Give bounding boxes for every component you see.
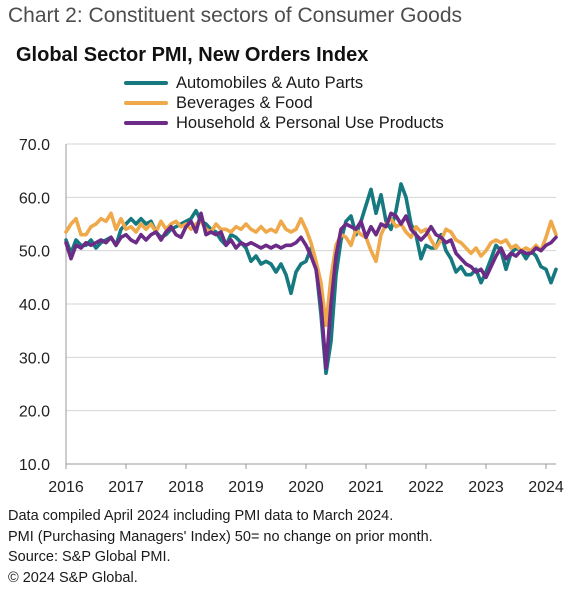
y-tick-label: 50.0 [19, 244, 50, 261]
legend-item-household: Household & Personal Use Products [124, 113, 444, 133]
x-tick-label: 2021 [348, 479, 384, 496]
x-tick-label: 2016 [48, 479, 84, 496]
chart-title: Global Sector PMI, New Orders Index [16, 44, 369, 66]
x-tick-label: 2020 [288, 479, 324, 496]
y-tick-label: 60.0 [19, 190, 50, 207]
legend-swatch-household [124, 121, 168, 125]
x-tick-label: 2024 [528, 479, 564, 496]
series-line-household [64, 211, 558, 370]
legend-swatch-beverages [124, 101, 168, 105]
legend-item-automobiles: Automobiles & Auto Parts [124, 73, 444, 93]
y-tick-label: 20.0 [19, 404, 50, 421]
footnotes: Data compiled April 2024 including PMI d… [8, 506, 433, 588]
legend-label-automobiles: Automobiles & Auto Parts [176, 73, 364, 92]
legend-item-beverages: Beverages & Food [124, 93, 444, 113]
footnote-compiled: Data compiled April 2024 including PMI d… [8, 508, 394, 524]
x-tick-label: 2022 [408, 479, 444, 496]
series-line-beverages [64, 211, 558, 328]
y-tick-label: 40.0 [19, 297, 50, 314]
y-tick-label: 70.0 [19, 137, 50, 154]
footnote-pmi-definition: PMI (Purchasing Managers' Index) 50= no … [8, 528, 433, 545]
legend-swatch-automobiles [124, 81, 168, 85]
x-tick-label: 2018 [168, 479, 204, 496]
chart-heading: Chart 2: Constituent sectors of Consumer… [8, 4, 463, 27]
axes: 10.0 20.0 30.0 40.0 50.0 60.0 70.0 2016 2017 2018… [19, 137, 564, 496]
series-lines [64, 182, 558, 376]
x-tick-label: 2017 [108, 479, 144, 496]
y-tick-label: 10.0 [19, 457, 50, 474]
legend-label-household: Household & Personal Use Products [176, 113, 444, 132]
legend-label-beverages: Beverages & Food [176, 93, 313, 112]
legend: Automobiles & Auto Parts Beverages & Foo… [124, 73, 444, 133]
y-tick-label: 30.0 [19, 350, 50, 367]
x-tick-label: 2023 [468, 479, 504, 496]
gridlines [66, 143, 556, 465]
footnote-copyright: © 2024 S&P Global. [8, 569, 138, 586]
series-line-automobiles [64, 182, 558, 376]
x-tick-label: 2019 [228, 479, 264, 496]
footnote-source: Source: S&P Global PMI. [8, 549, 171, 565]
